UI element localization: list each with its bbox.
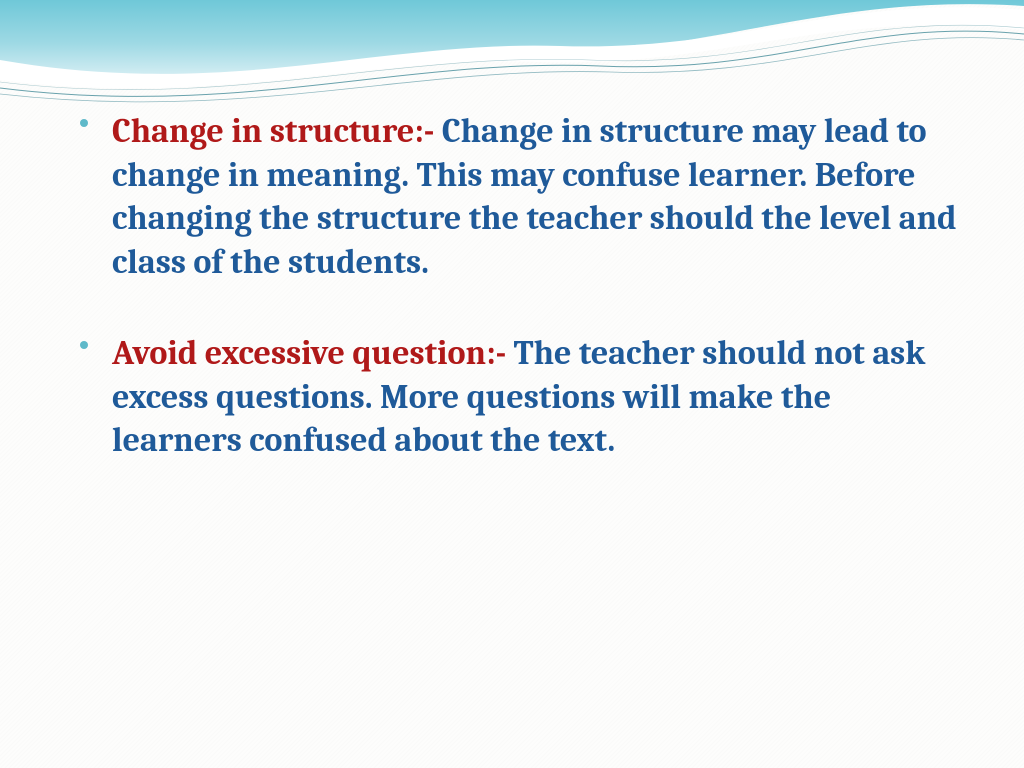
- bullet-marker-icon: [80, 119, 88, 127]
- bullet-item: Avoid excessive question:- The teacher s…: [72, 332, 964, 463]
- bullet-paragraph: Change in structure:- Change in structur…: [112, 110, 964, 284]
- slide-content: Change in structure:- Change in structur…: [72, 110, 964, 511]
- bullet-heading: Change in structure:-: [112, 111, 442, 151]
- bullet-paragraph: Avoid excessive question:- The teacher s…: [112, 332, 964, 463]
- bullet-heading: Avoid excessive question:-: [112, 333, 514, 373]
- bullet-marker-icon: [80, 341, 88, 349]
- bullet-item: Change in structure:- Change in structur…: [72, 110, 964, 284]
